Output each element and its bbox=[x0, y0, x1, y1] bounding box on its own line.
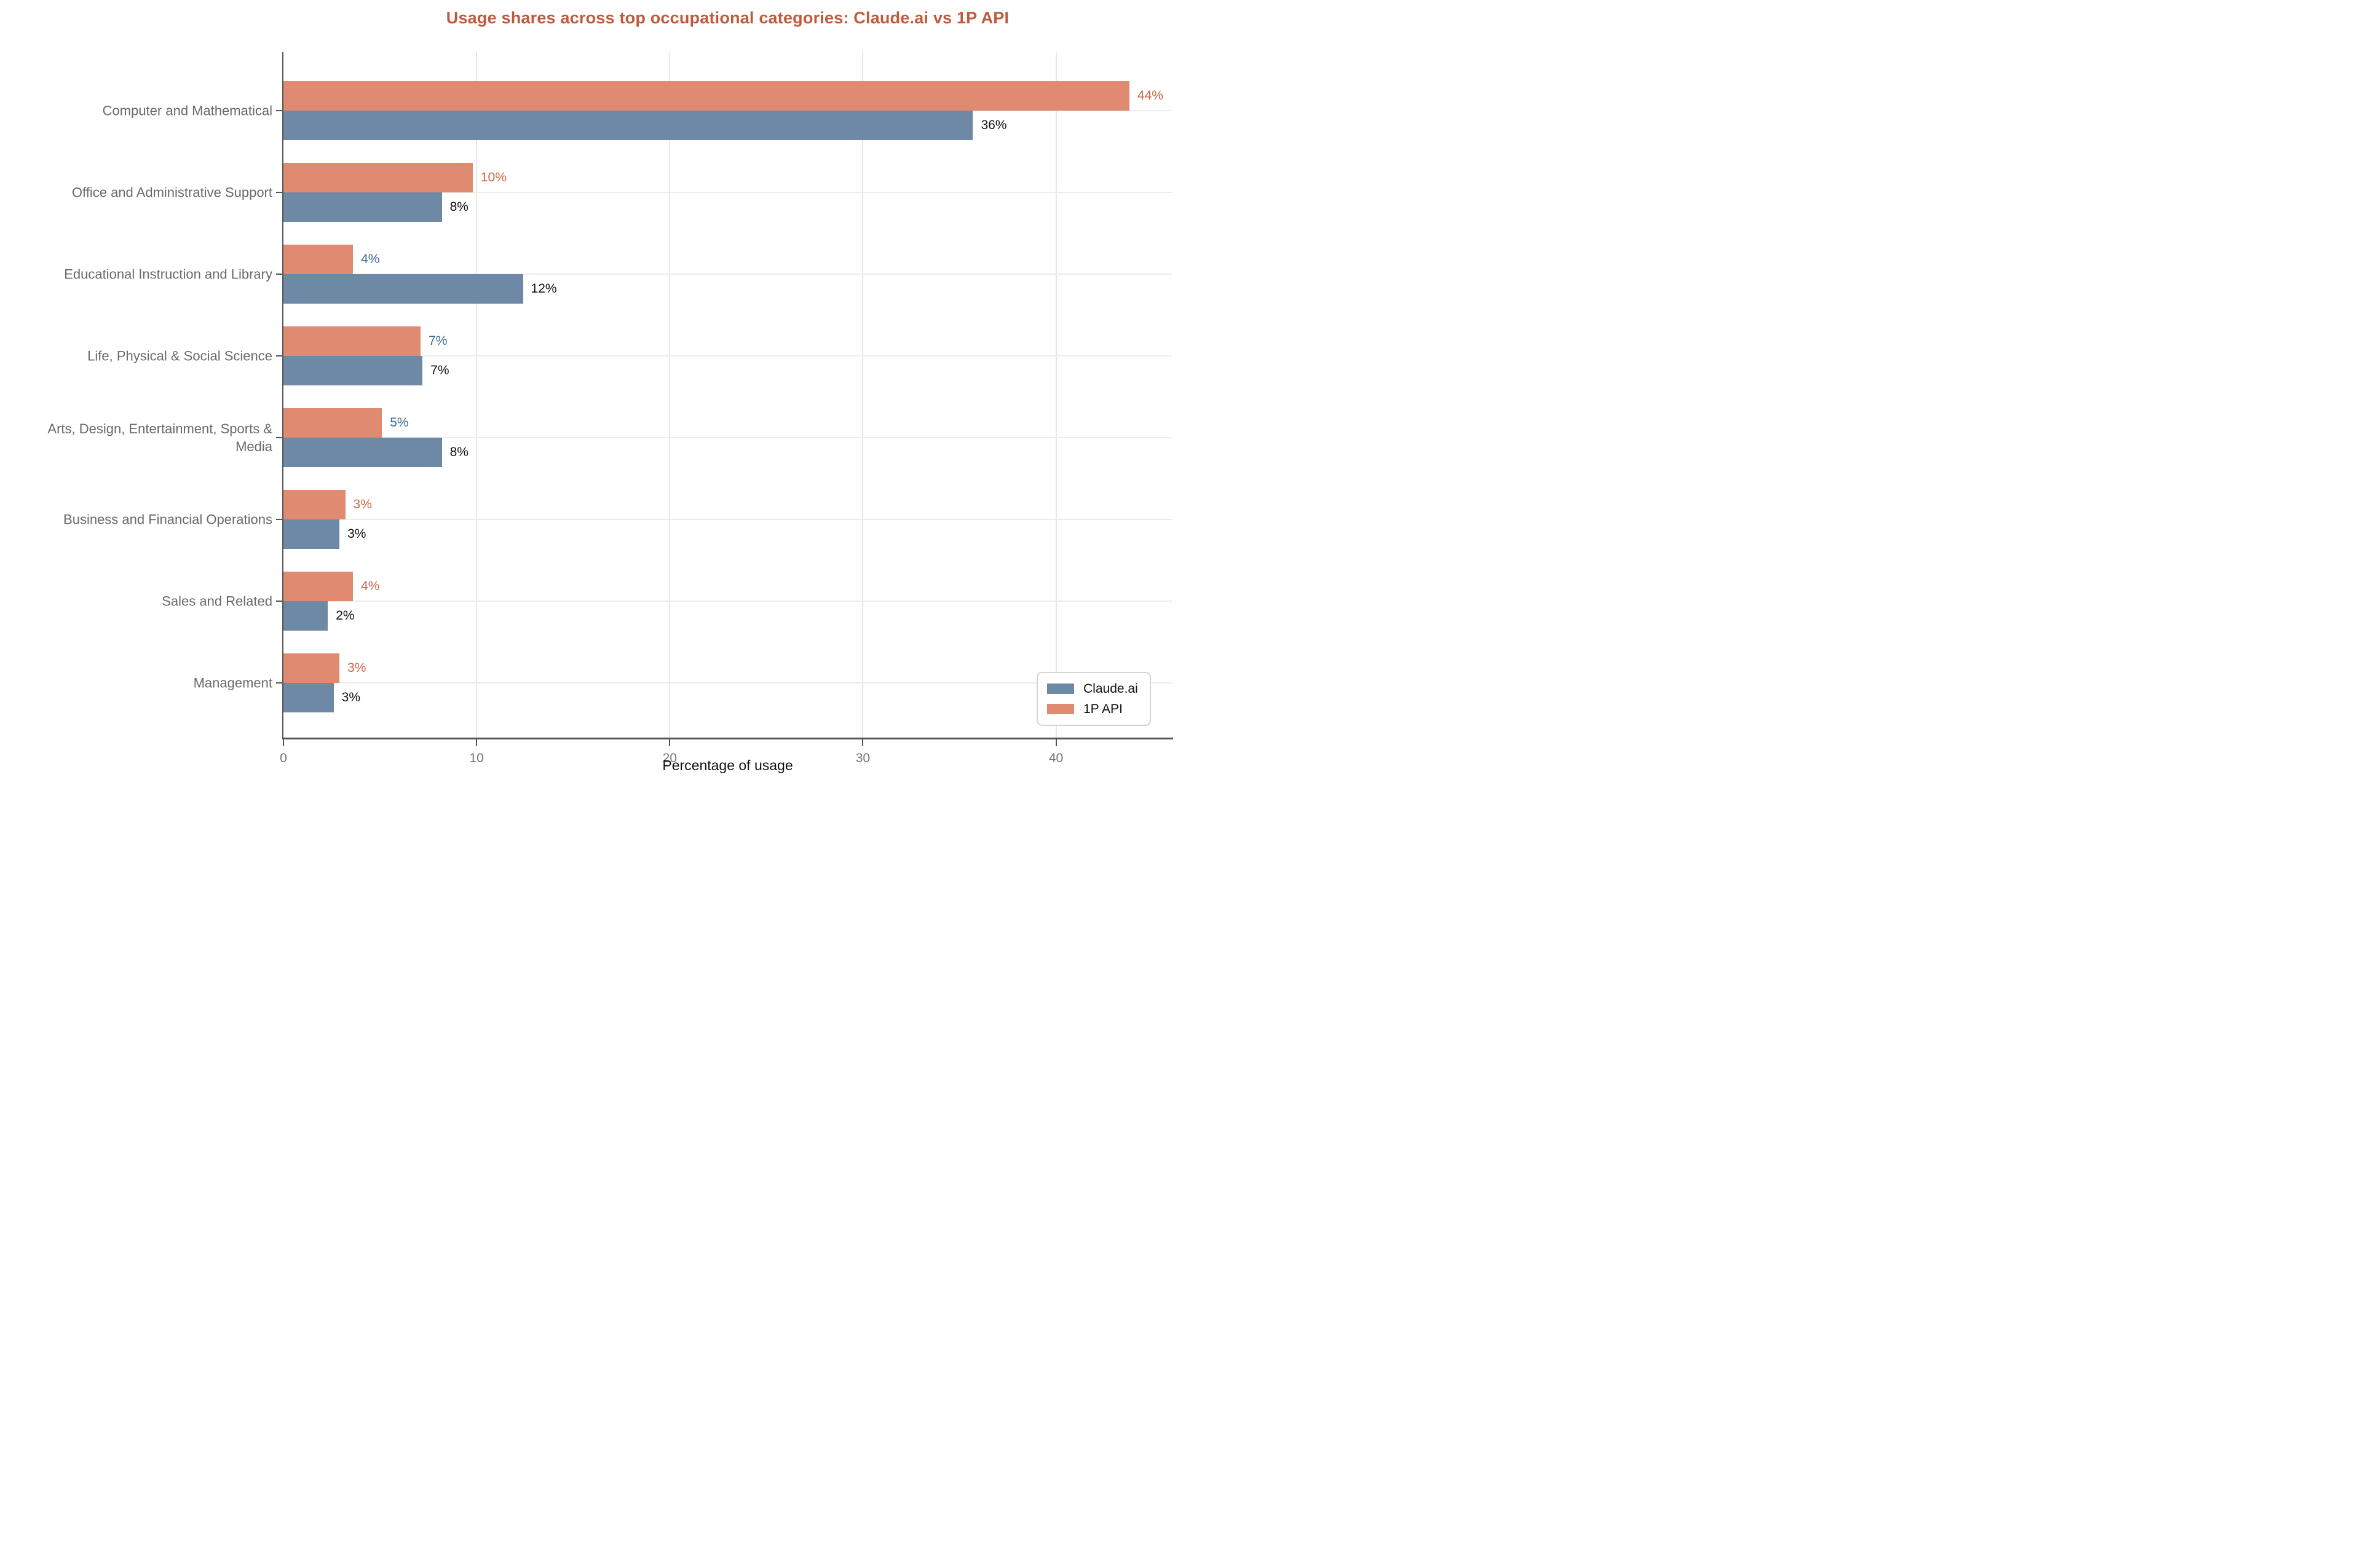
vertical-gridline bbox=[862, 52, 864, 738]
bar-1p-api bbox=[283, 490, 346, 520]
bar-1p-api bbox=[283, 572, 354, 602]
y-axis-tick bbox=[276, 355, 282, 357]
bar-row: Computer and Mathematical 44% 36% bbox=[103, 81, 1172, 140]
value-label-claude-ai: 3% bbox=[341, 690, 361, 705]
bar-claude-ai bbox=[283, 601, 328, 631]
value-label-1p-api: 10% bbox=[480, 170, 507, 185]
legend-item: Claude.ai bbox=[1038, 679, 1150, 699]
legend-label: 1P API bbox=[1083, 702, 1123, 717]
bar-row: Office and Administrative Support 10% 8% bbox=[72, 163, 1172, 223]
bar-1p-api bbox=[283, 163, 473, 193]
x-axis-title: Percentage of usage bbox=[662, 757, 793, 773]
bar-1p-api bbox=[283, 245, 354, 275]
horizontal-gridline bbox=[283, 355, 1172, 357]
bar-claude-ai bbox=[283, 683, 334, 713]
value-label-claude-ai: 7% bbox=[430, 363, 449, 378]
value-label-1p-api: 3% bbox=[347, 661, 366, 676]
x-axis-tick bbox=[1055, 739, 1057, 746]
y-axis-line bbox=[282, 52, 283, 738]
y-axis-tick bbox=[276, 437, 282, 439]
x-axis-tick bbox=[283, 739, 284, 746]
bar-row: Sales and Related 4% 2% bbox=[162, 572, 1172, 631]
category-label: Management bbox=[193, 675, 272, 691]
bar-1p-api bbox=[283, 653, 340, 684]
x-axis-tick bbox=[862, 739, 864, 746]
value-label-1p-api: 4% bbox=[361, 252, 380, 267]
category-label: Arts, Design, Entertainment, Sports & Med… bbox=[47, 421, 272, 455]
x-tick-label: 0 bbox=[280, 751, 287, 765]
bar-row: Life, Physical & Social Science 7% 7% bbox=[87, 326, 1172, 386]
y-axis-tick bbox=[276, 192, 282, 194]
x-tick-label: 40 bbox=[1048, 751, 1064, 765]
vertical-gridline bbox=[476, 52, 478, 738]
y-axis-tick bbox=[276, 274, 282, 275]
bar-claude-ai bbox=[283, 274, 523, 304]
horizontal-gridline bbox=[283, 274, 1172, 275]
horizontal-gridline bbox=[283, 682, 1172, 684]
chart-title: Usage shares across top occupational cat… bbox=[446, 9, 1010, 27]
bar-1p-api bbox=[283, 326, 421, 357]
legend-swatch-claude bbox=[1047, 684, 1074, 695]
horizontal-gridline bbox=[283, 519, 1172, 521]
x-axis-line bbox=[282, 738, 1173, 739]
x-tick-label: 10 bbox=[469, 751, 484, 765]
bar-1p-api bbox=[283, 81, 1129, 111]
category-label: Sales and Related bbox=[162, 593, 272, 609]
bar-row: Management 3% 3% bbox=[194, 653, 1172, 713]
bar-claude-ai bbox=[283, 192, 442, 223]
category-label: Office and Administrative Support bbox=[71, 184, 272, 200]
category-label: Business and Financial Operations bbox=[63, 511, 272, 527]
legend-item: 1P API bbox=[1038, 699, 1150, 719]
bar-claude-ai bbox=[283, 356, 423, 386]
y-axis-tick bbox=[276, 110, 282, 111]
vertical-gridline bbox=[1055, 52, 1057, 738]
plot-area: Computer and Mathematical 44% 36% Office… bbox=[47, 52, 1173, 765]
x-tick-label: 30 bbox=[855, 751, 871, 765]
value-label-claude-ai: 12% bbox=[531, 282, 557, 296]
horizontal-gridline bbox=[283, 437, 1172, 439]
legend-label: Claude.ai bbox=[1083, 682, 1138, 696]
x-axis-tick bbox=[669, 739, 671, 746]
value-label-1p-api: 44% bbox=[1137, 89, 1163, 103]
bar-claude-ai bbox=[283, 438, 442, 468]
category-label: Life, Physical & Social Science bbox=[87, 348, 272, 364]
horizontal-gridline bbox=[283, 192, 1172, 194]
legend: Claude.ai 1P API bbox=[1037, 672, 1151, 727]
x-tick-label: 20 bbox=[662, 751, 677, 765]
value-label-1p-api: 5% bbox=[390, 416, 409, 430]
category-label: Computer and Mathematical bbox=[102, 103, 272, 119]
value-label-1p-api: 7% bbox=[429, 334, 448, 349]
value-label-1p-api: 3% bbox=[353, 497, 372, 512]
horizontal-gridline bbox=[283, 601, 1172, 602]
bar-row: Educational Instruction and Library 4% 1… bbox=[64, 245, 1172, 304]
value-label-claude-ai: 3% bbox=[347, 527, 366, 542]
value-label-claude-ai: 2% bbox=[336, 609, 355, 623]
y-axis-tick bbox=[276, 682, 282, 684]
bar-claude-ai bbox=[283, 519, 340, 550]
x-axis-tick bbox=[476, 739, 478, 746]
y-axis-tick bbox=[276, 601, 282, 602]
bar-row: Arts, Design, Entertainment, Sports & Med… bbox=[47, 408, 1172, 468]
bar-chart-figure: Usage shares across top occupational cat… bbox=[0, 0, 1180, 784]
bar-row: Business and Financial Operations 3% 3% bbox=[63, 490, 1172, 550]
legend-swatch-api bbox=[1047, 704, 1074, 715]
value-label-claude-ai: 8% bbox=[449, 445, 469, 460]
value-label-1p-api: 4% bbox=[361, 579, 380, 594]
category-label: Educational Instruction and Library bbox=[64, 266, 272, 282]
bar-claude-ai bbox=[283, 111, 973, 140]
bar-1p-api bbox=[283, 408, 382, 438]
value-label-claude-ai: 8% bbox=[449, 200, 469, 215]
value-label-claude-ai: 36% bbox=[981, 118, 1007, 132]
y-axis-tick bbox=[276, 519, 282, 521]
vertical-gridline bbox=[669, 52, 671, 738]
